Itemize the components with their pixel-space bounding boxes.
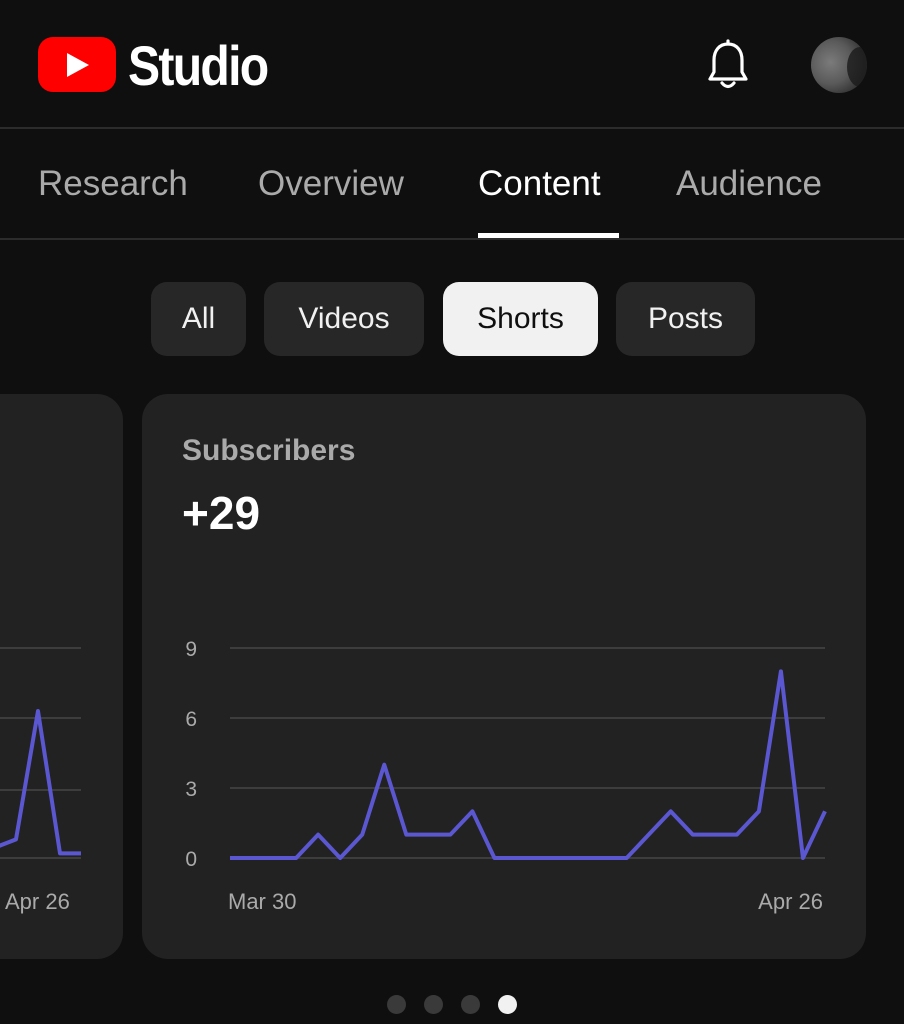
youtube-logo[interactable]: [38, 37, 116, 92]
chip-all[interactable]: All: [151, 282, 246, 356]
notifications-button[interactable]: [703, 39, 753, 91]
x-tick-label: Mar 30: [228, 889, 296, 914]
x-tick-label: Apr 26: [758, 889, 823, 914]
subscribers-chart: 0 3 6 9 Mar 30 Apr 26: [185, 638, 827, 914]
tabs-divider: [0, 238, 904, 240]
chip-shorts[interactable]: Shorts: [443, 282, 598, 356]
chip-posts[interactable]: Posts: [616, 282, 755, 356]
page-dot[interactable]: [424, 995, 443, 1014]
header-divider: [0, 127, 904, 129]
youtube-play-icon: [67, 53, 89, 77]
avatar[interactable]: [811, 37, 867, 93]
y-tick-label: 6: [185, 708, 197, 731]
tab-bar: Research Overview Content Audience: [0, 130, 904, 238]
metric-title: Subscribers: [182, 434, 356, 467]
tab-content[interactable]: Content: [478, 164, 601, 203]
previous-card-chart: Apr 26: [0, 647, 81, 914]
metric-card-subscribers[interactable]: Subscribers +29 0 3 6 9 Mar 30 Apr 26: [142, 394, 866, 959]
chip-videos[interactable]: Videos: [264, 282, 424, 356]
metric-value: +29: [182, 487, 261, 539]
y-tick-label: 3: [185, 778, 197, 801]
page-dot-active[interactable]: [498, 995, 517, 1014]
tab-research[interactable]: Research: [38, 164, 188, 203]
y-tick-label: 9: [185, 638, 197, 661]
pagination-dots: [0, 995, 904, 1017]
tab-overview[interactable]: Overview: [258, 164, 404, 203]
app-title: Studio: [128, 34, 269, 97]
series-line: [0, 709, 81, 856]
active-tab-indicator: [478, 233, 619, 238]
bell-icon: [708, 39, 748, 89]
y-tick-label: 0: [185, 848, 197, 871]
page-dot[interactable]: [461, 995, 480, 1014]
metric-card-previous[interactable]: Apr 26: [0, 394, 123, 959]
filter-chips: All Videos Shorts Posts: [0, 282, 904, 356]
page-dot[interactable]: [387, 995, 406, 1014]
x-tick-label: Apr 26: [5, 889, 70, 914]
tab-audience[interactable]: Audience: [676, 164, 822, 203]
series-line: [230, 669, 827, 860]
app-header: Studio: [0, 0, 904, 128]
